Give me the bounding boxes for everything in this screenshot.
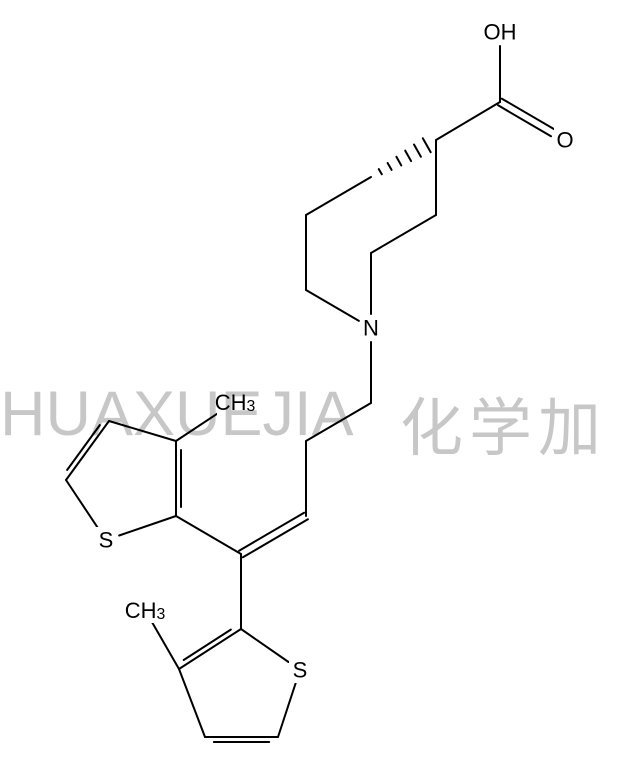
atom-label: OH (484, 19, 517, 45)
svg-text:N: N (363, 316, 379, 341)
atom-label: N (360, 315, 382, 341)
svg-text:S: S (293, 658, 308, 683)
atom-label: CH3 (215, 389, 256, 415)
svg-text:S: S (99, 528, 114, 553)
svg-text:OH: OH (484, 20, 517, 45)
svg-text:O: O (556, 128, 573, 153)
chemical-structure-diagram: OH O N CH3 S CH3 S (0, 0, 621, 764)
atom-label: S (289, 657, 311, 683)
atom-label: O (554, 127, 576, 153)
atom-label: S (95, 527, 117, 553)
atom-label: CH3 (125, 597, 166, 623)
